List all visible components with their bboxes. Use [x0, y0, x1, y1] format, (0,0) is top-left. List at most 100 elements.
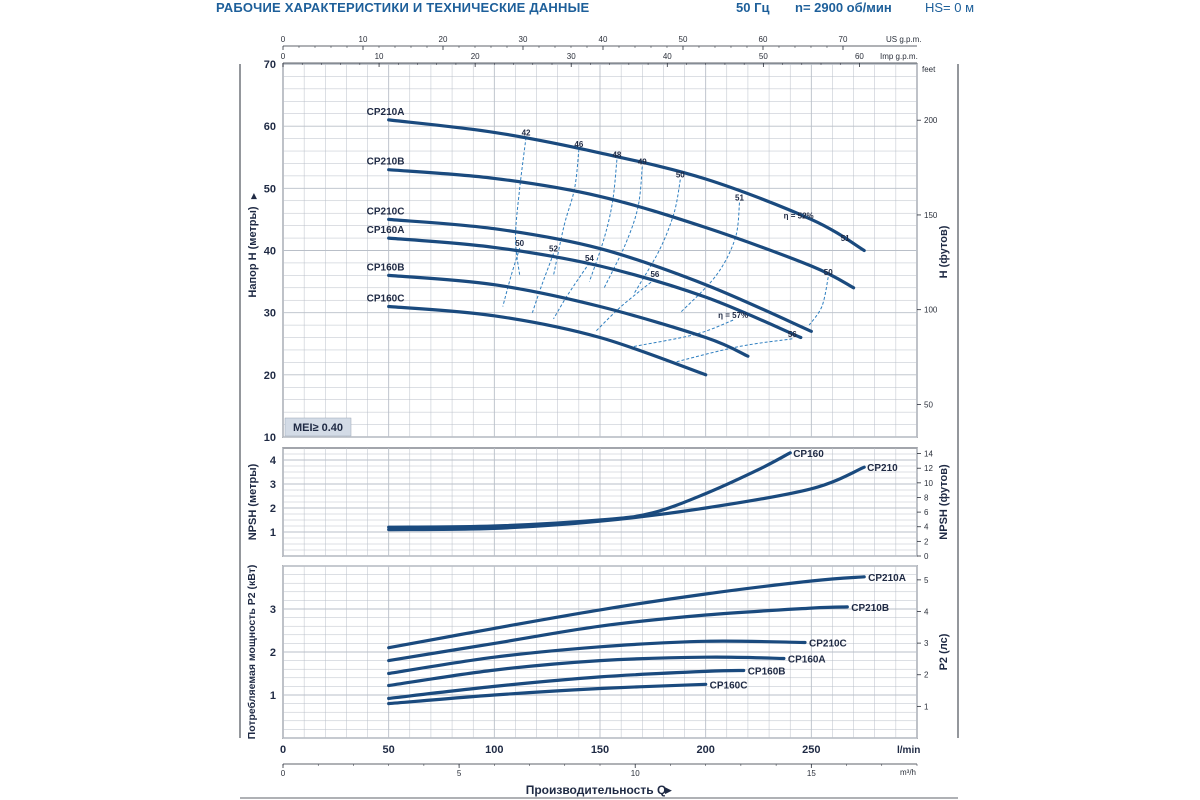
us-gpm-tick-label: 50 [679, 35, 688, 44]
us-gpm-axis-label: US g.p.m. [886, 35, 922, 44]
power-y2-tick-label: 1 [924, 702, 929, 711]
series-label-cp160a: CP160A [367, 225, 405, 236]
series-line-cp210b [387, 168, 856, 290]
us-gpm-tick-label: 10 [359, 35, 368, 44]
suction-height-label: HS= 0 м [925, 0, 975, 15]
npsh-y2-tick-label: 6 [924, 508, 929, 517]
series-label-cp160b: CP160B [748, 666, 786, 677]
npsh-y-axis-label: NPSH (метры) [247, 463, 259, 540]
efficiency-isoline [808, 277, 829, 326]
series-line-cp210a [387, 118, 866, 253]
power-y-tick-label: 2 [270, 647, 276, 659]
npsh-y-tick-label: 4 [270, 455, 277, 467]
imp-gpm-tick-label: 10 [375, 52, 384, 61]
imp-gpm-tick-label: 0 [281, 52, 286, 61]
series-line-cp210a [387, 575, 866, 650]
imp-gpm-tick-label: 40 [663, 52, 672, 61]
m3h-tick-label: 5 [457, 769, 462, 778]
imp-gpm-tick-label: 50 [759, 52, 768, 61]
efficiency-label: 49 [638, 158, 647, 167]
npsh-y2-tick-label: 12 [924, 464, 933, 473]
efficiency-label: 46 [574, 140, 583, 149]
series-label-cp160b: CP160B [367, 262, 405, 273]
series-line-cp160b [387, 273, 750, 358]
efficiency-isoline [553, 149, 580, 276]
series-line-cp160c [387, 682, 708, 706]
npsh-y-tick-label: 1 [270, 527, 276, 539]
series-label-cp210a: CP210A [868, 573, 906, 584]
series-label-cp210a: CP210A [367, 107, 405, 118]
head-y2-tick-label: 100 [924, 306, 938, 315]
imp-gpm-tick-label: 30 [567, 52, 576, 61]
efficiency-label: 52 [549, 245, 558, 254]
imp-gpm-tick-label: 20 [471, 52, 480, 61]
efficiency-label: 48 [612, 151, 621, 160]
axes-layer: 1020304050607012341235010015020002468101… [264, 59, 938, 778]
efficiency-label: η = 52% [784, 212, 814, 221]
efficiency-label: 54 [585, 254, 594, 263]
head-y-axis-arrow: ▶ [249, 192, 258, 199]
npsh-y2-tick-label: 4 [924, 523, 929, 532]
curve-layer [387, 118, 866, 706]
x-axis-title: Производительность Q [526, 783, 667, 797]
efficiency-label: η = 57% [718, 311, 748, 320]
head-y2-tick-label: 200 [924, 116, 938, 125]
power-y-axis-label: Потребляемая мощность P2 (кВт) [246, 565, 258, 740]
efficiency-label: 42 [522, 128, 531, 137]
efficiency-isoline [502, 247, 521, 307]
head-y-tick-label: 70 [264, 59, 276, 71]
series-label-cp160: CP160 [793, 449, 824, 460]
x-tick-label: 150 [591, 744, 609, 756]
efficiency-label: 51 [841, 234, 850, 243]
series-line-cp160a [387, 236, 803, 340]
x-tick-label: 200 [696, 744, 714, 756]
top-axes: US g.p.m. Imp g.p.m. 0 10 20 30 40 50 60 70 0 10 2… [281, 35, 922, 67]
power-y-tick-label: 1 [270, 690, 276, 702]
head-y2-axis-label: H (футов) [938, 225, 950, 278]
power-y-tick-label: 3 [270, 604, 276, 616]
series-label-cp210c: CP210C [367, 206, 405, 217]
efficiency-isoline [673, 338, 793, 363]
x-tick-label: 100 [485, 744, 503, 756]
efficiency-isoline [514, 137, 527, 276]
npsh-y2-tick-label: 8 [924, 493, 929, 502]
npsh-y-tick-label: 3 [270, 479, 276, 491]
npsh-y2-tick-label: 2 [924, 537, 929, 546]
power-y2-axis-label: P2 (лс) [938, 633, 950, 670]
efficiency-isoline [531, 253, 554, 313]
m3h-tick-label: 15 [807, 769, 816, 778]
x-tick-label: 50 [383, 744, 395, 756]
us-gpm-tick-label: 60 [759, 35, 768, 44]
page-title: РАБОЧИЕ ХАРАКТЕРИСТИКИ И ТЕХНИЧЕСКИЕ ДАН… [216, 0, 590, 15]
series-label-cp210: CP210 [867, 463, 898, 474]
head-y2-tick-label: 50 [924, 400, 933, 409]
x-axis-arrow: ▶ [665, 785, 672, 795]
mei-badge-box [284, 417, 352, 437]
us-gpm-tick-label: 40 [599, 35, 608, 44]
series-label-cp160a: CP160A [788, 654, 826, 665]
head-y2-tick-label: 150 [924, 211, 938, 220]
us-gpm-tick-label: 70 [839, 35, 848, 44]
efficiency-isoline [595, 278, 656, 332]
m3h-unit-label: m³/h [900, 768, 916, 777]
series-line-cp210 [387, 465, 866, 532]
series-label-cp160c: CP160C [710, 680, 748, 691]
grid-layer [282, 63, 918, 739]
efficiency-label: 56 [650, 270, 659, 279]
head-y-tick-label: 20 [264, 370, 276, 382]
feet-unit-label: feet [922, 65, 936, 74]
series-label-cp210b: CP210B [367, 157, 405, 168]
series-label-cp210b: CP210B [851, 603, 889, 614]
head-y-tick-label: 60 [264, 121, 276, 133]
series-line-cp160b [387, 668, 746, 700]
frequency-label: 50 Гц [736, 0, 770, 15]
series-line-cp210c [387, 639, 807, 676]
mei-badge: MEI≥ 0.40 [293, 422, 343, 434]
imp-gpm-axis-label: Imp g.p.m. [880, 52, 918, 61]
x-tick-label: 250 [802, 744, 820, 756]
efficiency-label: 50 [824, 268, 833, 277]
us-gpm-tick-label: 0 [281, 35, 286, 44]
efficiency-isoline [679, 202, 740, 314]
efficiency-label: 56 [788, 330, 797, 339]
